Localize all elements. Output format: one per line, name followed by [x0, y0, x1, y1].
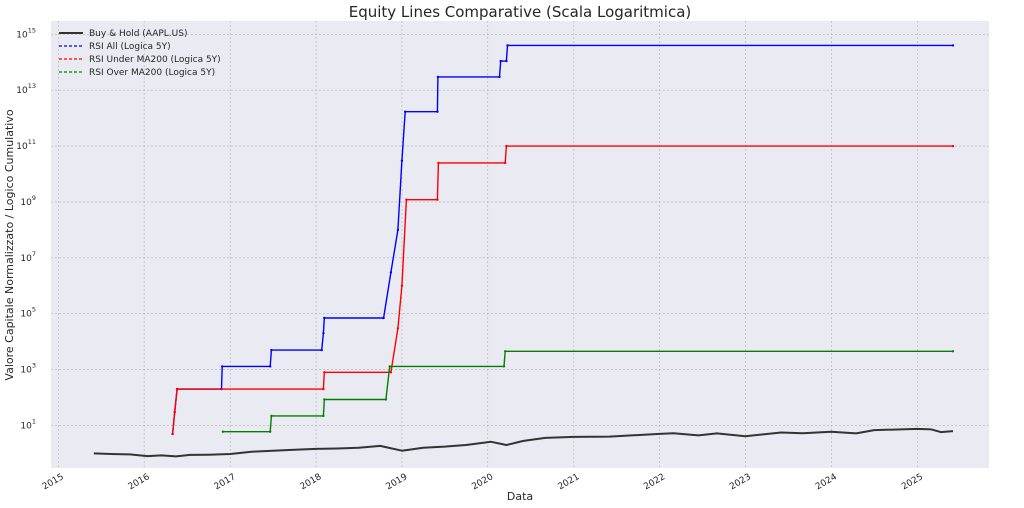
y-tick-exponent: 11	[28, 138, 36, 146]
y-tick-label: 1011	[16, 138, 36, 152]
y-axis-label: Valore Capitale Normalizzato / Logico Cu…	[3, 109, 16, 380]
series-point-1	[498, 75, 501, 79]
plot-area	[51, 21, 989, 468]
series-point-1	[400, 159, 404, 162]
series-point-1	[389, 271, 393, 274]
y-tick-exponent: 5	[32, 306, 36, 314]
series-point-2	[173, 410, 176, 414]
y-tick-label: 109	[20, 194, 36, 208]
series-point-1	[436, 75, 440, 79]
y-tick-exponent: 13	[28, 82, 36, 90]
series-point-3	[504, 350, 507, 353]
y-tick-label: 101	[20, 417, 36, 431]
series-point-1	[320, 348, 323, 352]
legend-entry-3: RSI Over MA200 (Logica 5Y)	[89, 68, 215, 78]
series-point-3	[951, 350, 955, 353]
series-point-3	[269, 430, 272, 433]
series-point-1	[396, 228, 400, 232]
series-point-1	[951, 44, 955, 47]
y-tick-label: 1013	[16, 82, 36, 96]
y-tick-exponent: 3	[32, 362, 36, 370]
y-tick-mantissa: 10	[20, 254, 32, 264]
series-point-2	[504, 161, 507, 165]
legend-entry-1: RSI All (Logica 5Y)	[89, 42, 171, 52]
y-tick-mantissa: 10	[20, 198, 32, 208]
series-point-1	[270, 348, 273, 352]
y-tick-mantissa: 10	[20, 366, 32, 376]
series-point-3	[388, 365, 391, 368]
series-point-2	[175, 387, 179, 391]
y-tick-exponent: 1	[32, 417, 36, 425]
series-point-2	[400, 284, 404, 287]
series-line-0	[93, 427, 954, 458]
series-point-3	[323, 398, 326, 401]
y-tick-exponent: 15	[28, 26, 36, 34]
legend-entry-0: Buy & Hold (AAPL.US)	[89, 29, 187, 39]
series-point-3	[502, 365, 506, 368]
series-line-2	[171, 145, 953, 434]
series-point-2	[436, 198, 439, 201]
series-point-2	[389, 371, 393, 374]
series-point-1	[269, 365, 272, 368]
series-point-2	[323, 371, 326, 374]
y-tick-mantissa: 10	[20, 421, 32, 431]
series-point-2	[405, 198, 408, 201]
series-point-2	[171, 432, 174, 436]
series-point-1	[221, 365, 224, 368]
y-tick-exponent: 7	[32, 250, 36, 258]
legend: Buy & Hold (AAPL.US) RSI All (Logica 5Y) R…	[59, 29, 221, 78]
series-point-1	[382, 316, 385, 320]
x-axis-label: Data	[507, 490, 533, 503]
y-tick-exponent: 9	[32, 194, 36, 202]
y-tick-mantissa: 10	[16, 142, 28, 152]
y-tick-label: 103	[20, 362, 36, 376]
series-point-1	[436, 110, 439, 113]
y-tick-label: 1015	[16, 26, 36, 40]
chart-title: Equity Lines Comparative (Scala Logaritm…	[349, 3, 692, 21]
series-point-1	[322, 332, 325, 335]
series-point-1	[404, 110, 407, 113]
series-point-2	[951, 144, 955, 148]
series-point-2	[437, 161, 440, 165]
series-point-1	[499, 59, 502, 63]
y-tick-label: 107	[20, 250, 36, 264]
series-line-3	[222, 350, 953, 433]
series-point-2	[322, 387, 325, 391]
series-point-2	[505, 144, 508, 148]
y-tick-mantissa: 10	[16, 30, 28, 40]
y-tick-mantissa: 10	[16, 86, 28, 96]
series-point-1	[323, 316, 326, 320]
series-point-3	[221, 430, 225, 433]
series-point-1	[505, 59, 508, 63]
y-tick-mantissa: 10	[20, 310, 32, 320]
series-point-1	[506, 44, 509, 47]
series-point-3	[384, 398, 388, 401]
series-point-2	[396, 327, 400, 330]
series-line-1	[171, 44, 953, 434]
series-layer	[93, 44, 955, 458]
legend-entry-2: RSI Under MA200 (Logica 5Y)	[89, 55, 221, 65]
series-point-3	[270, 414, 273, 418]
series-point-3	[322, 414, 325, 418]
y-tick-label: 105	[20, 306, 36, 320]
